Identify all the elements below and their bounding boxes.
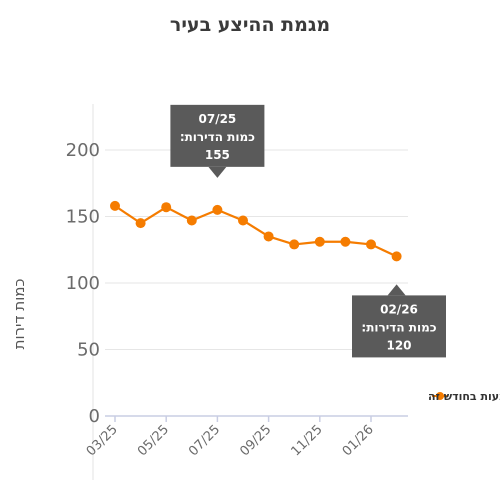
tooltip-value: 120: [386, 338, 411, 352]
tooltip-07-25: 07/25 כמות הדירות: 155: [170, 104, 265, 178]
y-tick-label: 200: [66, 140, 100, 161]
data-point[interactable]: [391, 251, 402, 262]
y-tick-label: 150: [66, 207, 100, 228]
data-point[interactable]: [110, 200, 120, 211]
data-point[interactable]: [340, 236, 351, 247]
tooltips: 07/25 כמות הדירות: 155 02/26 כמות הדירות: 120: [170, 104, 446, 358]
data-point[interactable]: [135, 218, 146, 229]
data-point[interactable]: [366, 239, 376, 250]
x-tick-label: 05/25: [135, 422, 172, 459]
tooltip-date: 07/25: [199, 112, 237, 126]
y-tick-label: 100: [66, 273, 100, 294]
legend-marker: [436, 392, 444, 400]
y-tick-labels: 0 50 100 150 200: [66, 140, 100, 427]
data-point[interactable]: [186, 215, 197, 226]
x-tick-label: 01/26: [340, 422, 377, 459]
data-point[interactable]: [289, 239, 300, 250]
tooltip-arrow: [208, 166, 227, 178]
tooltip-date: 02/26: [380, 302, 418, 316]
axes: [92, 104, 408, 480]
data-point[interactable]: [212, 204, 223, 215]
y-tick-label: 50: [77, 340, 100, 361]
data-point[interactable]: [238, 215, 248, 226]
y-tick-label: 0: [89, 406, 100, 427]
x-tick-label: 07/25: [186, 422, 223, 459]
x-tick-label: 09/25: [237, 422, 274, 459]
tooltip-box: [352, 295, 446, 358]
chart-title: מגמת ההיצע בעיר: [169, 14, 331, 36]
y-axis-label: כמות דירות: [10, 279, 28, 350]
x-tick-label: 03/25: [84, 422, 121, 459]
series-line: [114, 204, 398, 258]
tooltip-label: כמות הדירות:: [361, 320, 436, 334]
tooltip-label: כמות הדירות:: [180, 130, 255, 144]
tooltip-box: [170, 104, 265, 167]
x-tick-labels: 03/25 05/25 07/25 09/25 11/25 01/26: [84, 422, 377, 459]
series-layer: [110, 200, 402, 262]
tooltip-arrow: [387, 284, 406, 296]
legend-label: כמות הדירות המוצעות בחודש זה: [428, 390, 500, 403]
legend: כמות הדירות המוצעות בחודש זה: [428, 390, 500, 403]
x-tick-label: 11/25: [289, 422, 326, 459]
data-point[interactable]: [314, 236, 325, 247]
data-point[interactable]: [161, 202, 172, 213]
data-point[interactable]: [263, 231, 274, 242]
tooltip-value: 155: [205, 148, 230, 162]
tooltip-02-26: 02/26 כמות הדירות: 120: [352, 284, 446, 358]
